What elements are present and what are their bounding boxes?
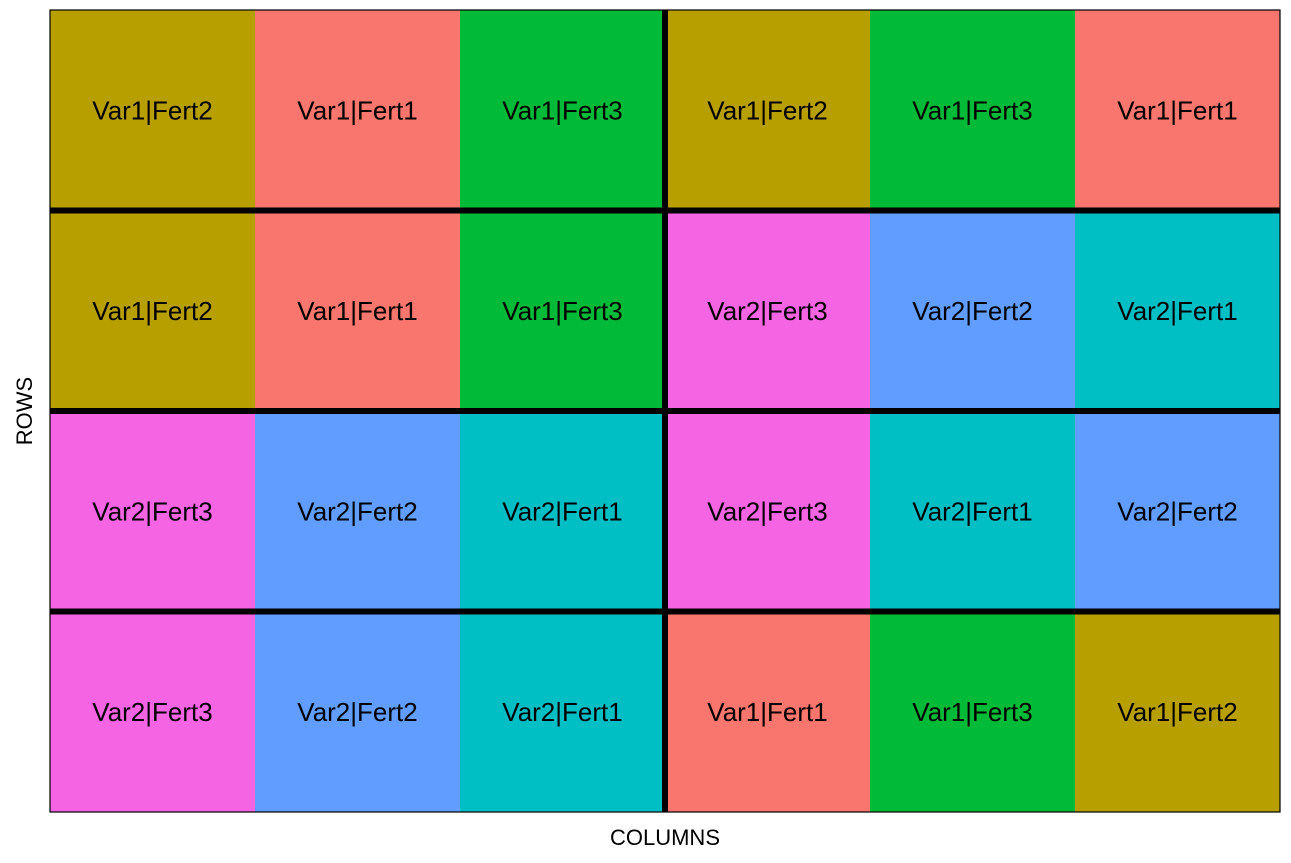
plot-cell-fill bbox=[460, 10, 666, 211]
plot-cell-label: Var1|Fert2 bbox=[707, 95, 827, 125]
plot-cell-fill bbox=[870, 10, 1076, 211]
plot-cell: Var1|Fert2 bbox=[1075, 611, 1281, 813]
plot-cell-fill bbox=[255, 411, 461, 612]
plot-cell-fill bbox=[1075, 10, 1281, 211]
plot-cell: Var2|Fert3 bbox=[50, 611, 256, 813]
plot-cell-fill bbox=[870, 611, 1076, 813]
plot-cell-fill bbox=[665, 10, 871, 211]
plot-cell-fill bbox=[665, 411, 871, 612]
plot-cell-fill bbox=[50, 210, 256, 412]
plot-cell: Var1|Fert2 bbox=[50, 210, 256, 412]
plot-cell-label: Var1|Fert3 bbox=[502, 95, 622, 125]
plot-cell-fill bbox=[460, 611, 666, 813]
plot-cell: Var1|Fert2 bbox=[50, 10, 256, 211]
plot-cell-fill bbox=[665, 210, 871, 412]
plot-cell-fill bbox=[870, 210, 1076, 412]
plot-cell: Var2|Fert3 bbox=[665, 411, 871, 612]
x-axis-title: COLUMNS bbox=[610, 825, 720, 850]
plot-cell-fill bbox=[665, 611, 871, 813]
plot-cell-label: Var2|Fert3 bbox=[92, 697, 212, 727]
plot-cell: Var1|Fert1 bbox=[255, 210, 461, 412]
plot-cell: Var1|Fert2 bbox=[665, 10, 871, 211]
plot-cell-label: Var2|Fert3 bbox=[92, 496, 212, 526]
plot-cell-label: Var2|Fert1 bbox=[1117, 296, 1237, 326]
plot-cell-label: Var2|Fert3 bbox=[707, 496, 827, 526]
plot-cell: Var1|Fert3 bbox=[870, 611, 1076, 813]
plot-cell-label: Var2|Fert1 bbox=[502, 496, 622, 526]
plot-panel-border bbox=[49, 9, 1281, 813]
plot-cell: Var2|Fert2 bbox=[870, 210, 1076, 412]
plot-cell: Var2|Fert3 bbox=[50, 411, 256, 612]
plot-cell: Var2|Fert2 bbox=[1075, 411, 1281, 612]
plot-cell-label: Var1|Fert1 bbox=[1117, 95, 1237, 125]
block-divider-lines bbox=[50, 10, 1280, 812]
plot-cell-label: Var2|Fert2 bbox=[1117, 496, 1237, 526]
plot-cell: Var2|Fert1 bbox=[460, 411, 666, 612]
plot-cell-fill bbox=[255, 611, 461, 813]
plot-cell-label: Var1|Fert2 bbox=[1117, 697, 1237, 727]
plot-cell-label: Var1|Fert3 bbox=[502, 296, 622, 326]
plot-cell: Var2|Fert2 bbox=[255, 411, 461, 612]
plot-cell-fill bbox=[460, 411, 666, 612]
plot-cell-fill bbox=[50, 10, 256, 211]
plot-cell: Var2|Fert3 bbox=[665, 210, 871, 412]
plot-cell-label: Var1|Fert1 bbox=[707, 697, 827, 727]
plot-cell: Var2|Fert1 bbox=[1075, 210, 1281, 412]
plot-cell-fill bbox=[50, 611, 256, 813]
plot-cell-label: Var2|Fert3 bbox=[707, 296, 827, 326]
plot-cell: Var2|Fert2 bbox=[255, 611, 461, 813]
plot-cell-label: Var1|Fert3 bbox=[912, 697, 1032, 727]
y-axis-title: ROWS bbox=[12, 377, 37, 445]
plot-cell: Var1|Fert1 bbox=[665, 611, 871, 813]
plot-cell-fill bbox=[1075, 611, 1281, 813]
plot-cell-fill bbox=[255, 10, 461, 211]
plot-cell-label: Var1|Fert1 bbox=[297, 296, 417, 326]
plot-cell-label: Var2|Fert1 bbox=[912, 496, 1032, 526]
plot-cell-fill bbox=[1075, 210, 1281, 412]
plot-cell-fill bbox=[870, 411, 1076, 612]
plot-cell-label: Var1|Fert2 bbox=[92, 296, 212, 326]
plot-cells: Var1|Fert2 Var1|Fert1 Var1|Fert3 Var1|Fert2… bbox=[50, 10, 1281, 813]
plot-cell-fill bbox=[460, 210, 666, 412]
plot-cell-label: Var2|Fert2 bbox=[297, 697, 417, 727]
plot-cell-label: Var1|Fert2 bbox=[92, 95, 212, 125]
plot-cell-label: Var2|Fert1 bbox=[502, 697, 622, 727]
plot-cell: Var2|Fert1 bbox=[460, 611, 666, 813]
plot-cell: Var2|Fert1 bbox=[870, 411, 1076, 612]
plot-cell-label: Var1|Fert3 bbox=[912, 95, 1032, 125]
plot-cell-fill bbox=[255, 210, 461, 412]
plot-cell: Var1|Fert3 bbox=[870, 10, 1076, 211]
plot-cell-label: Var2|Fert2 bbox=[912, 296, 1032, 326]
plot-cell-label: Var1|Fert1 bbox=[297, 95, 417, 125]
plot-cell: Var1|Fert3 bbox=[460, 210, 666, 412]
plot-cell: Var1|Fert3 bbox=[460, 10, 666, 211]
plot-cell-label: Var2|Fert2 bbox=[297, 496, 417, 526]
plot-cell-fill bbox=[1075, 411, 1281, 612]
plot-cell-fill bbox=[50, 411, 256, 612]
plot-cell: Var1|Fert1 bbox=[1075, 10, 1281, 211]
plot-cell: Var1|Fert1 bbox=[255, 10, 461, 211]
